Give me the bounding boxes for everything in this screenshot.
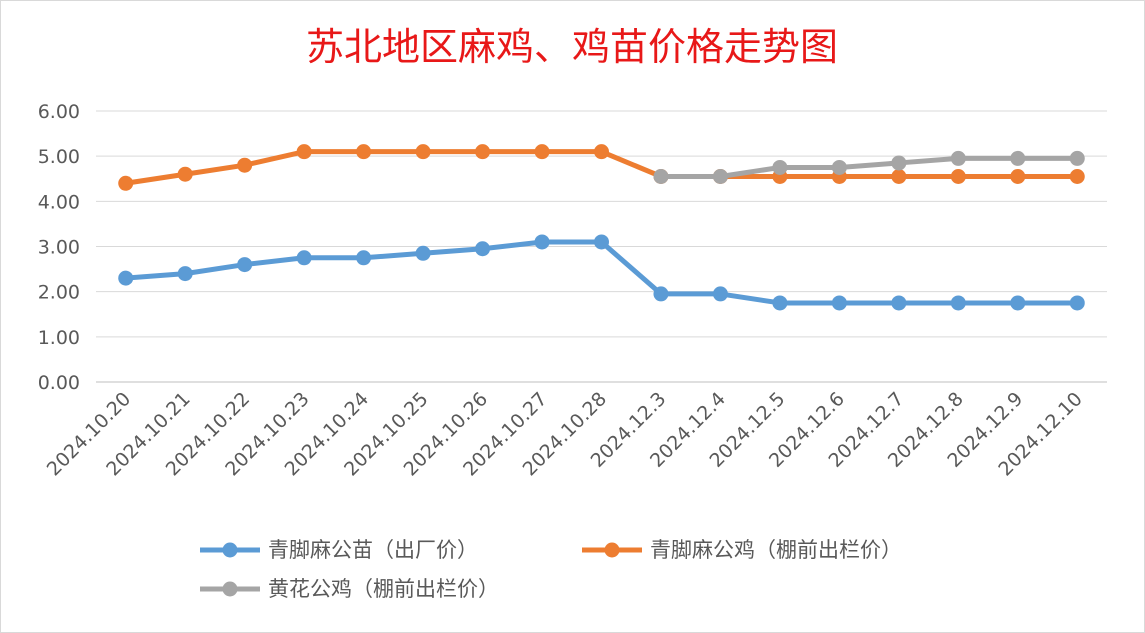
data-point [177,266,193,282]
data-point [118,175,134,191]
y-tick-label: 1.00 [38,327,80,349]
data-point [891,155,907,171]
series-3 [653,150,1085,184]
y-axis: 0.00 1.00 2.00 3.00 4.00 5.00 6.00 [38,101,80,394]
data-point [1010,295,1026,311]
data-point [1010,150,1026,166]
legend-label: 青脚麻公苗（出厂价） [268,538,478,562]
data-point [891,168,907,184]
data-point [1069,150,1085,166]
chart-title: 苏北地区麻鸡、鸡苗价格走势图 [306,25,838,69]
legend-item: 青脚麻公苗（出厂价） [200,538,478,562]
data-point [296,144,312,160]
series-layer [118,144,1085,311]
data-point [831,159,847,175]
data-point [415,245,431,261]
data-point [1069,295,1085,311]
series-2 [118,144,1085,191]
y-tick-label: 6.00 [38,101,80,123]
legend: 青脚麻公苗（出厂价） 青脚麻公鸡（棚前出栏价） 黄花公鸡（棚前出栏价） [200,538,902,601]
data-point [653,168,669,184]
data-point [534,234,550,250]
y-tick-label: 2.00 [38,282,80,304]
data-point [1010,168,1026,184]
data-point [356,250,372,266]
y-tick-label: 3.00 [38,237,80,259]
series-line [123,239,1080,306]
legend-item: 黄花公鸡（棚前出栏价） [200,577,499,601]
legend-marker [604,542,620,558]
data-point [475,144,491,160]
data-point [950,168,966,184]
series-line [658,155,1080,179]
legend-marker [222,542,238,558]
data-point [177,166,193,182]
data-point [891,295,907,311]
data-point [356,144,372,160]
data-point [118,270,134,286]
data-point [950,295,966,311]
y-tick-label: 4.00 [38,191,80,213]
y-tick-label: 0.00 [38,372,80,394]
data-point [712,168,728,184]
legend-marker [222,581,238,597]
data-point [772,295,788,311]
legend-label: 青脚麻公鸡（棚前出栏价） [650,538,902,562]
data-point [415,144,431,160]
x-axis: 2024.10.202024.10.212024.10.222024.10.23… [43,388,1087,480]
data-point [594,234,609,250]
data-point [534,144,550,160]
data-point [653,286,669,302]
data-point [1069,168,1085,184]
y-tick-label: 5.00 [38,146,80,168]
data-point [594,144,609,160]
data-point [237,257,253,273]
data-point [831,295,847,311]
legend-label: 黄花公鸡（棚前出栏价） [268,577,499,601]
data-point [296,250,312,266]
data-point [712,286,728,302]
data-point [237,157,253,173]
data-point [772,159,788,175]
series-1 [118,234,1085,311]
data-point [950,150,966,166]
data-point [475,241,491,257]
legend-item: 青脚麻公鸡（棚前出栏价） [582,538,902,562]
